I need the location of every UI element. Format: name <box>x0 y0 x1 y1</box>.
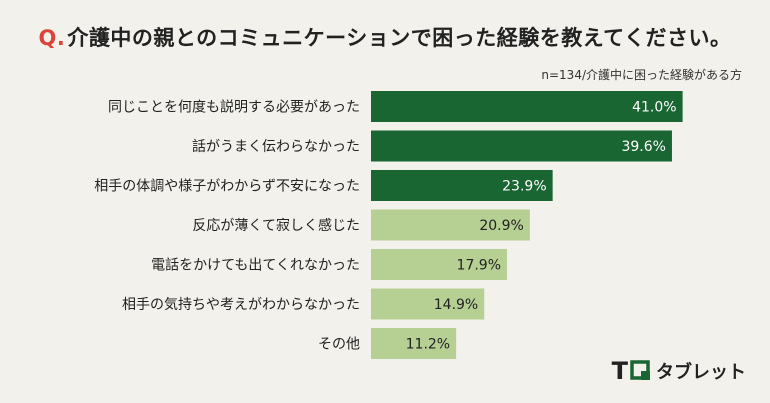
value-label: 20.9% <box>479 218 523 234</box>
q-logo-icon <box>630 360 650 380</box>
bar <box>371 170 553 201</box>
bar <box>371 91 683 122</box>
value-label: 11.2% <box>406 337 450 353</box>
value-label: 39.6% <box>621 139 665 155</box>
value-label: 23.9% <box>502 179 546 195</box>
category-label: 話がうまく伝わらなかった <box>192 138 360 155</box>
brand-logo: T タブレット <box>612 357 746 385</box>
question-text: 介護中の親とのコミュニケーションで困った経験を教えてください。 <box>67 26 732 50</box>
category-label: その他 <box>318 337 360 353</box>
question-prefix: Q. <box>38 26 66 50</box>
bar <box>371 249 508 280</box>
category-label: 電話をかけても出てくれなかった <box>151 257 360 274</box>
sample-note: n=134/介護中に困った経験がある方 <box>541 68 742 82</box>
category-label: 反応が薄くて寂しく感じた <box>192 217 360 234</box>
value-label: 17.9% <box>457 258 501 274</box>
chart-title: Q.介護中の親とのコミュニケーションで困った経験を教えてください。 <box>0 22 770 52</box>
bar <box>371 288 485 320</box>
bar <box>371 209 530 241</box>
bar <box>371 328 457 359</box>
value-label: 14.9% <box>434 297 478 313</box>
category-label: 相手の体調や様子がわからず不安になった <box>94 179 360 195</box>
category-label: 相手の気持ちや考えがわからなかった <box>122 297 360 313</box>
logo-letter-t: T <box>611 357 628 385</box>
category-label: 同じことを何度も説明する必要があった <box>108 100 360 116</box>
logo-brand-text: タブレット <box>656 362 746 383</box>
value-label: 41.0% <box>632 100 676 116</box>
bar <box>371 130 672 162</box>
